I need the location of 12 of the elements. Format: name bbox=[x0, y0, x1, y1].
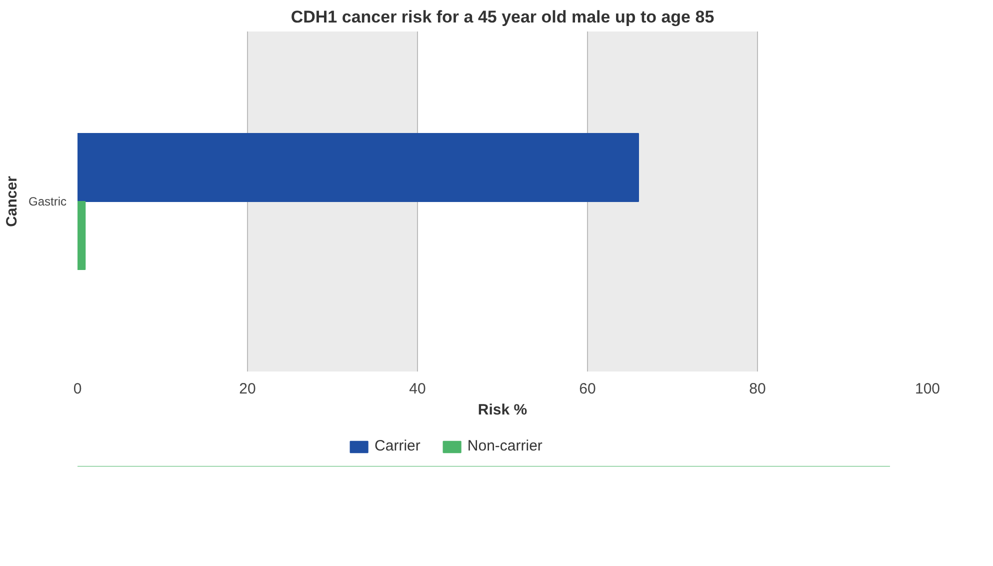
x-tick-label: 100 bbox=[914, 380, 940, 398]
y-axis-title: Cancer bbox=[3, 176, 20, 227]
x-tick-label: 80 bbox=[749, 380, 766, 398]
x-tick-label: 40 bbox=[409, 380, 426, 398]
x-tick-label: 0 bbox=[73, 380, 82, 398]
legend-label: Non-carrier bbox=[467, 438, 542, 454]
legend-label: Carrier bbox=[374, 438, 420, 454]
chart-title: CDH1 cancer risk for a 45 year old male up to age 85 bbox=[290, 8, 714, 26]
x-axis-title: Risk % bbox=[478, 402, 528, 418]
x-tick-label: 20 bbox=[239, 380, 256, 398]
x-tick-label: 60 bbox=[579, 380, 596, 398]
y-tick-label: Gastric bbox=[28, 194, 67, 208]
